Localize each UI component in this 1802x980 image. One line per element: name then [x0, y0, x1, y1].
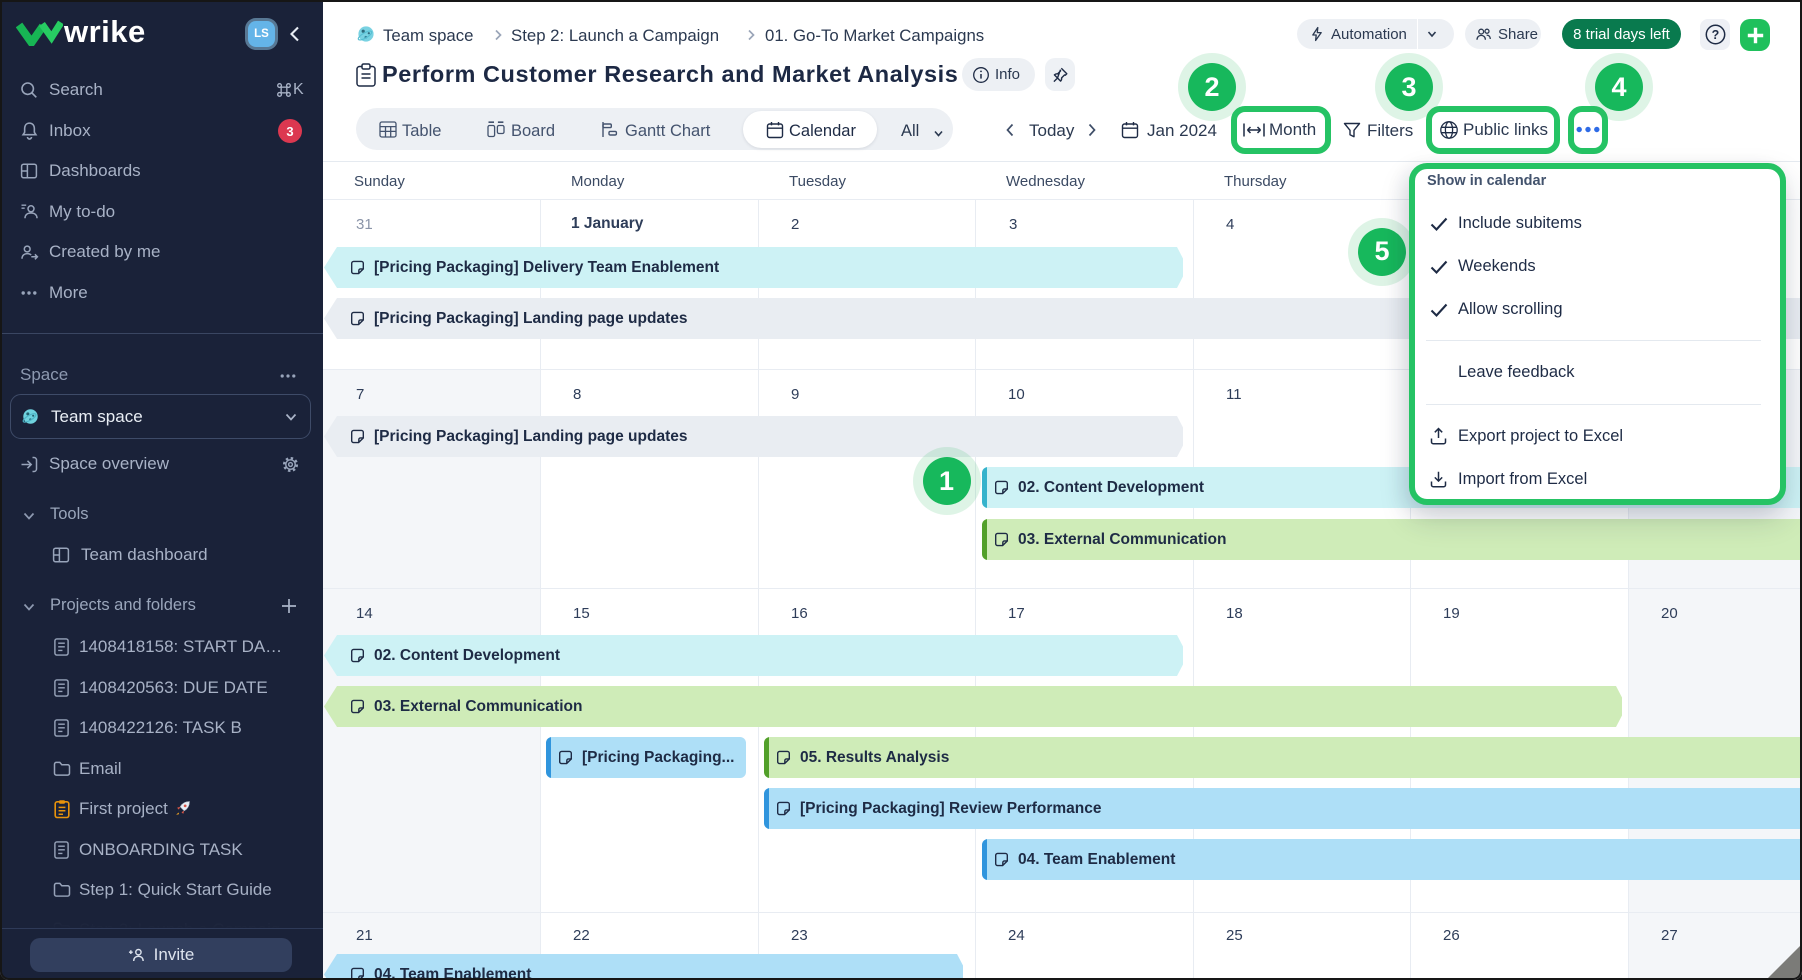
svg-text:?: ? — [1711, 28, 1719, 42]
